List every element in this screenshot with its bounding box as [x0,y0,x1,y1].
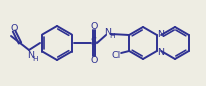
Text: N: N [157,47,164,57]
Text: O: O [90,55,98,64]
Text: O: O [90,22,98,31]
Text: N: N [104,28,111,36]
Text: O: O [10,23,18,33]
Text: H: H [109,33,115,39]
Text: N: N [157,29,164,39]
Text: S: S [91,37,97,47]
Text: Cl: Cl [111,50,121,60]
Text: N: N [27,50,34,60]
Text: H: H [32,56,38,62]
